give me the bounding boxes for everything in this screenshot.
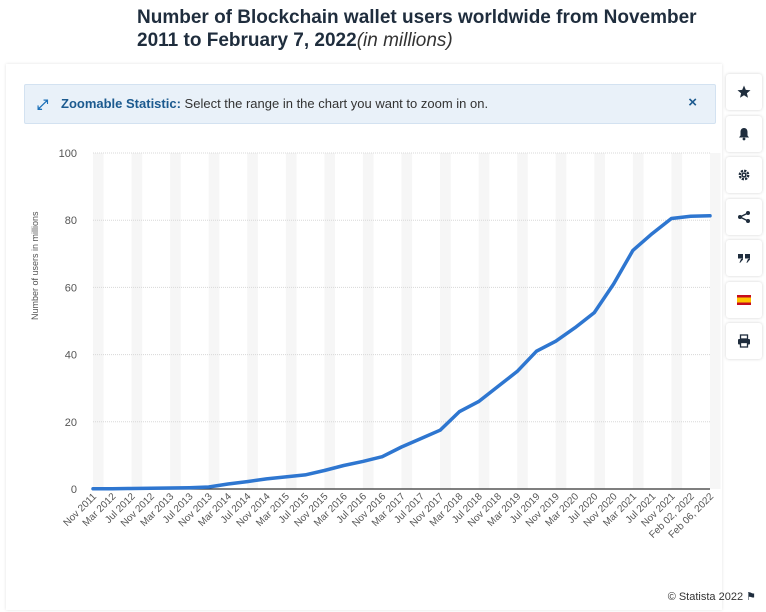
- flag-icon[interactable]: ⚑: [746, 591, 756, 603]
- data-point: [573, 326, 577, 330]
- column-band: [671, 153, 683, 489]
- column-band: [285, 153, 297, 489]
- column-band: [247, 153, 258, 489]
- copyright-text: © Statista 2022: [667, 591, 744, 603]
- data-point: [535, 349, 538, 353]
- column-band: [362, 153, 374, 489]
- settings-button[interactable]: [726, 157, 762, 193]
- data-point: [303, 473, 307, 477]
- bell-icon: [739, 128, 749, 141]
- column-band: [131, 153, 143, 489]
- data-point: [342, 464, 346, 467]
- column-band: [478, 153, 490, 489]
- notification-button[interactable]: [726, 116, 762, 152]
- y-tick-label: 100: [59, 148, 77, 160]
- data-point: [245, 480, 249, 484]
- data-point: [708, 214, 712, 218]
- cite-button[interactable]: [726, 240, 762, 276]
- data-point: [477, 400, 481, 404]
- column-band: [324, 153, 336, 489]
- column-band: [710, 153, 721, 489]
- data-point: [130, 487, 133, 490]
- y-tick-label: 20: [65, 417, 77, 429]
- data-point: [592, 311, 596, 314]
- data-point: [457, 410, 461, 414]
- data-point: [496, 385, 500, 388]
- data-point: [361, 460, 365, 463]
- data-point: [91, 487, 95, 491]
- y-tick-label: 0: [71, 484, 77, 496]
- expand-icon: ⤢: [37, 96, 49, 112]
- close-icon[interactable]: ×: [688, 94, 697, 111]
- data-point: [149, 486, 153, 490]
- data-point: [188, 486, 191, 490]
- print-button[interactable]: [726, 323, 762, 359]
- data-point: [322, 469, 326, 472]
- chart-title-sub: (in millions): [356, 30, 453, 51]
- zoom-banner: ⤢ Zoomable Statistic: Select the range i…: [24, 84, 716, 124]
- data-point: [670, 217, 673, 220]
- column-band: [517, 153, 528, 489]
- share-button[interactable]: [726, 199, 762, 235]
- favorite-button[interactable]: [726, 74, 762, 110]
- column-band: [401, 153, 413, 489]
- gear-icon: [738, 169, 750, 181]
- data-point: [419, 437, 423, 440]
- column-band: [555, 153, 567, 489]
- data-point: [438, 428, 442, 432]
- data-point: [612, 282, 615, 286]
- chart-title-main: Number of Blockchain wallet users worldw…: [137, 7, 697, 51]
- star-icon: [737, 85, 751, 98]
- data-point: [168, 486, 172, 490]
- data-point: [400, 445, 403, 449]
- zoom-banner-text: Zoomable Statistic: Select the range in …: [61, 96, 488, 111]
- column-band: [170, 153, 181, 489]
- data-point: [631, 249, 635, 252]
- flag-icon: [737, 295, 751, 305]
- share-icon: [738, 211, 750, 223]
- y-tick-label: 40: [65, 350, 77, 362]
- data-point: [380, 455, 384, 459]
- zoom-banner-message: Select the range in the chart you want t…: [184, 96, 489, 111]
- copyright: © Statista 2022 ⚑: [668, 590, 756, 603]
- y-tick-label: 60: [65, 282, 77, 294]
- language-button[interactable]: [726, 282, 762, 318]
- data-point: [515, 370, 519, 373]
- data-point: [284, 475, 288, 479]
- column-band: [632, 153, 644, 489]
- print-icon: [738, 334, 750, 348]
- column-band: [208, 153, 220, 489]
- data-point: [110, 487, 114, 491]
- data-point: [554, 339, 558, 343]
- y-tick-label: 80: [65, 215, 77, 227]
- data-point: [689, 214, 693, 218]
- chart-title: Number of Blockchain wallet users worldw…: [137, 6, 697, 52]
- data-point: [207, 485, 211, 489]
- data-point: [265, 477, 268, 481]
- column-band: [440, 153, 451, 489]
- data-point: [226, 482, 230, 486]
- column-band: [594, 153, 605, 489]
- zoom-banner-label: Zoomable Statistic:: [61, 96, 181, 111]
- column-band: [93, 153, 104, 489]
- data-point: [650, 232, 654, 236]
- quote-icon: [738, 254, 750, 263]
